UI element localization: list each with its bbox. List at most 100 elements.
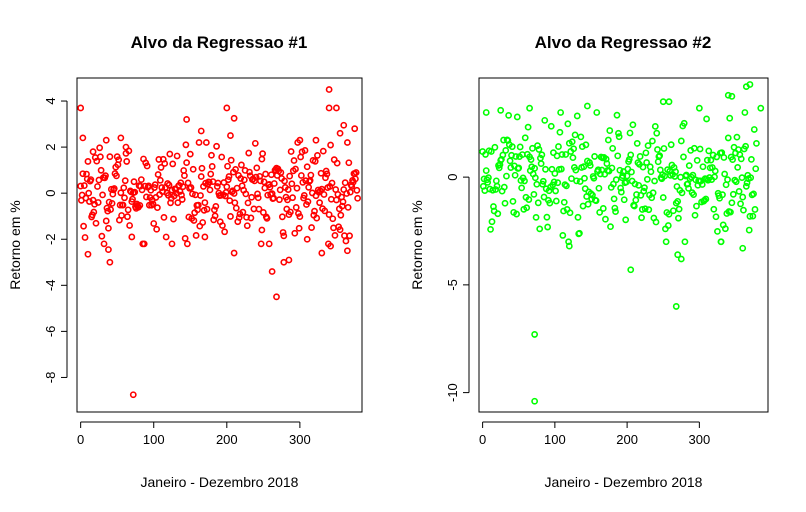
data-point bbox=[599, 205, 607, 212]
data-point bbox=[79, 134, 87, 142]
data-point bbox=[552, 197, 560, 205]
data-point bbox=[521, 134, 529, 142]
y-tick-label: 2 bbox=[43, 143, 58, 150]
data-point bbox=[296, 136, 304, 144]
data-point bbox=[155, 156, 163, 163]
data-point bbox=[124, 206, 132, 214]
data-point bbox=[162, 233, 170, 241]
data-point bbox=[292, 165, 299, 173]
data-point bbox=[571, 131, 579, 139]
data-point bbox=[612, 176, 620, 184]
data-point bbox=[237, 175, 245, 182]
data-point bbox=[198, 164, 206, 172]
axes-ticks: 0 100 200 300 -10 -5 0 bbox=[445, 77, 769, 447]
data-point bbox=[93, 157, 101, 165]
data-point bbox=[121, 177, 129, 185]
data-point bbox=[124, 213, 131, 221]
data-point bbox=[103, 204, 111, 212]
data-point bbox=[205, 178, 213, 186]
x-tick-label: 100 bbox=[544, 432, 566, 447]
data-point bbox=[729, 190, 737, 198]
x-tick-label: 300 bbox=[689, 432, 711, 447]
data-point bbox=[202, 139, 210, 146]
data-point bbox=[262, 170, 269, 178]
data-point bbox=[557, 109, 565, 116]
x-tick-label: 200 bbox=[216, 432, 238, 447]
data-point bbox=[536, 225, 544, 233]
data-point bbox=[130, 178, 138, 186]
data-point bbox=[333, 159, 341, 167]
x-tick-label: 100 bbox=[143, 432, 165, 447]
data-point bbox=[526, 104, 533, 112]
data-point bbox=[574, 213, 582, 221]
data-point bbox=[322, 174, 329, 182]
data-point bbox=[630, 202, 638, 210]
data-point bbox=[307, 171, 315, 179]
data-point bbox=[545, 187, 553, 195]
data-point bbox=[547, 122, 555, 130]
data-point bbox=[207, 170, 215, 178]
data-point bbox=[257, 240, 265, 248]
data-point bbox=[564, 120, 572, 128]
x-axis-label: Janeiro - Dezembro 2018 bbox=[545, 474, 703, 490]
data-point bbox=[257, 177, 264, 185]
data-point bbox=[631, 180, 639, 188]
data-point bbox=[582, 141, 590, 149]
data-point bbox=[721, 225, 729, 233]
data-point bbox=[292, 204, 300, 211]
data-point bbox=[128, 233, 136, 241]
data-point bbox=[544, 223, 552, 231]
data-point bbox=[325, 86, 333, 93]
data-point bbox=[690, 144, 698, 152]
data-point bbox=[749, 212, 757, 220]
data-point bbox=[354, 194, 362, 202]
data-point bbox=[252, 173, 260, 181]
data-point bbox=[84, 158, 92, 165]
data-point bbox=[232, 204, 240, 212]
data-point bbox=[120, 184, 128, 192]
data-point bbox=[96, 153, 104, 161]
data-point bbox=[615, 129, 622, 137]
data-point bbox=[286, 172, 294, 180]
data-point bbox=[596, 208, 604, 216]
data-point bbox=[312, 136, 320, 144]
data-point bbox=[493, 182, 501, 190]
data-point bbox=[224, 176, 232, 184]
data-point bbox=[211, 212, 219, 220]
data-point bbox=[726, 114, 734, 122]
data-point bbox=[551, 170, 559, 177]
data-point bbox=[659, 98, 667, 106]
data-point bbox=[489, 186, 497, 194]
scatter-points bbox=[77, 86, 362, 399]
data-point bbox=[494, 210, 502, 218]
data-point bbox=[333, 196, 340, 204]
data-point bbox=[505, 111, 513, 119]
chart-title: Alvo da Regressao #2 bbox=[535, 33, 712, 52]
data-point bbox=[690, 191, 697, 199]
data-point bbox=[316, 199, 324, 207]
data-point bbox=[487, 225, 494, 233]
data-point bbox=[581, 174, 588, 182]
y-tick-label: 4 bbox=[43, 97, 58, 104]
data-point bbox=[94, 199, 102, 206]
data-point bbox=[297, 153, 305, 161]
y-tick-label: -2 bbox=[43, 233, 58, 245]
data-point bbox=[239, 208, 247, 216]
data-point bbox=[117, 134, 125, 142]
data-point bbox=[238, 161, 245, 169]
data-point bbox=[253, 164, 261, 172]
data-point bbox=[189, 165, 197, 173]
data-point bbox=[183, 159, 191, 167]
data-point bbox=[247, 214, 255, 222]
data-point bbox=[724, 91, 732, 99]
data-point bbox=[482, 151, 489, 158]
data-point bbox=[230, 249, 238, 257]
data-point bbox=[541, 116, 549, 124]
data-point bbox=[270, 180, 278, 187]
data-point bbox=[232, 165, 239, 173]
data-point bbox=[203, 205, 211, 213]
data-point bbox=[589, 191, 596, 199]
data-point bbox=[629, 121, 637, 129]
plot-frame bbox=[76, 77, 363, 413]
data-point bbox=[183, 116, 191, 123]
